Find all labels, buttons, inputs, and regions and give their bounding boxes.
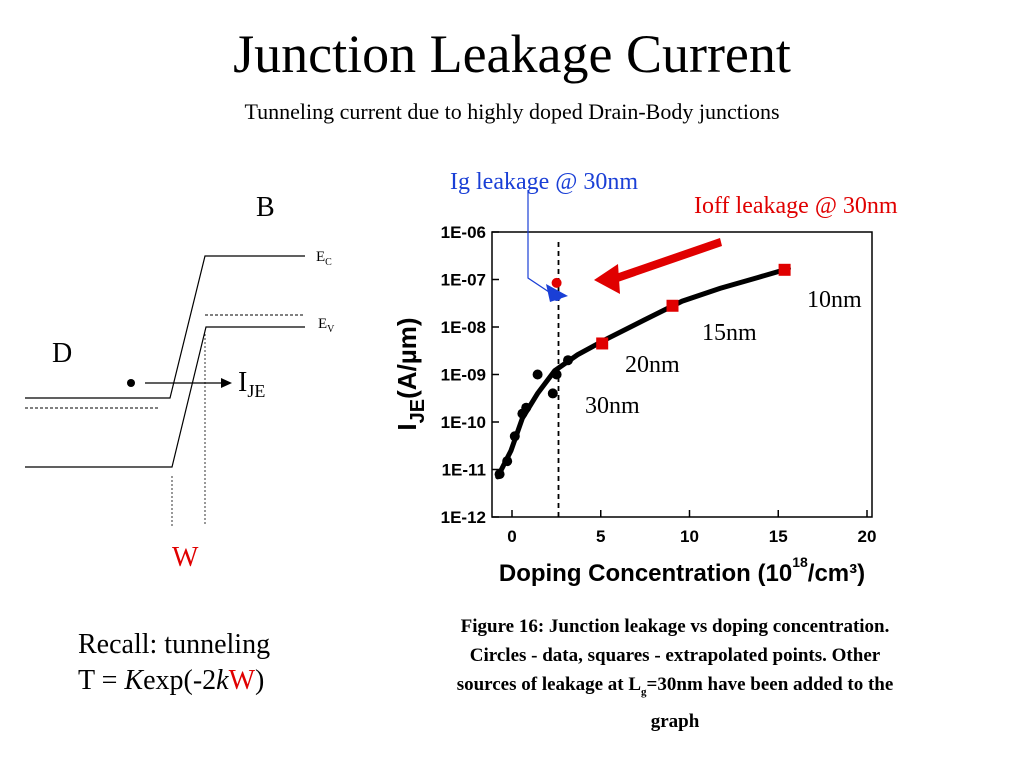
y-tick-label: 1E-06 <box>441 223 486 242</box>
x-tick-label: 20 <box>858 527 877 546</box>
data-point <box>532 369 543 380</box>
tunneling-arrowhead <box>221 378 232 388</box>
y-tick-label: 1E-12 <box>441 508 486 527</box>
label-w: W <box>172 542 199 573</box>
y-tick-label: 1E-07 <box>441 271 486 290</box>
y-tick-label: 1E-09 <box>441 366 486 385</box>
label-ije: IJE <box>238 367 265 401</box>
valence-band-line <box>25 326 305 468</box>
x-tick-label: 5 <box>596 527 605 546</box>
x-tick-label: 15 <box>769 527 788 546</box>
ioff-leakage-label: Ioff leakage @ 30nm <box>694 193 898 219</box>
data-point <box>521 402 532 413</box>
label-ev: EV <box>318 316 335 335</box>
label-15nm: 15nm <box>702 320 757 346</box>
extrapolated-point <box>596 337 609 350</box>
data-point <box>547 388 558 399</box>
caption-line-1: Figure 16: Junction leakage vs doping co… <box>460 616 890 637</box>
conduction-band-line <box>25 255 305 399</box>
ig-leakage-label: Ig leakage @ 30nm <box>450 169 638 195</box>
caption-line-2: Circles - data, squares - extrapolated p… <box>469 645 881 666</box>
ig-arrow-line <box>527 190 553 295</box>
data-point <box>551 369 562 380</box>
tunneling-formula: T = Kexp(-2kW) <box>78 665 265 696</box>
ig-arrowhead <box>546 284 568 302</box>
slide-title: Junction Leakage Current <box>233 24 791 84</box>
leakage-chart: 1E-12 1E-11 1E-10 1E-09 1E-08 1E-07 1E-06 0 5 10… <box>392 169 898 587</box>
figure-caption: Figure 16: Junction leakage vs doping co… <box>390 612 960 736</box>
data-point <box>502 456 513 467</box>
data-point <box>494 469 505 480</box>
y-tick-label: 1E-08 <box>441 318 486 337</box>
caption-line-4: graph <box>650 710 700 732</box>
x-axis-label: Doping Concentration (1018/cm³) <box>499 554 865 587</box>
label-b: B <box>256 192 275 223</box>
ioff-arrow-body <box>610 238 722 284</box>
extrapolated-point <box>778 263 791 276</box>
slide-subtitle: Tunneling current due to highly doped Dr… <box>244 99 780 124</box>
label-20nm: 20nm <box>625 352 680 378</box>
electron-dot <box>127 379 135 387</box>
y-tick-label: 1E-10 <box>441 413 486 432</box>
ioff-arrowhead <box>594 264 620 294</box>
band-diagram: B D EC EV IJE W <box>25 192 335 573</box>
data-point <box>509 431 520 442</box>
x-tick-label: 10 <box>680 527 699 546</box>
label-ec: EC <box>316 249 332 268</box>
label-30nm: 30nm <box>585 393 640 419</box>
fit-curve <box>495 266 791 480</box>
leakage-point <box>551 277 562 288</box>
y-axis-label: IJE(A/µm) <box>392 317 429 430</box>
label-10nm: 10nm <box>807 287 862 313</box>
data-point <box>563 355 573 366</box>
caption-line-3: sources of leakage at Lg=30nm have been … <box>456 674 894 698</box>
x-tick-label: 0 <box>507 527 516 546</box>
y-tick-label: 1E-11 <box>442 461 486 480</box>
label-d: D <box>52 338 72 369</box>
extrapolated-point <box>666 299 679 312</box>
recall-text: Recall: tunneling <box>78 629 271 660</box>
